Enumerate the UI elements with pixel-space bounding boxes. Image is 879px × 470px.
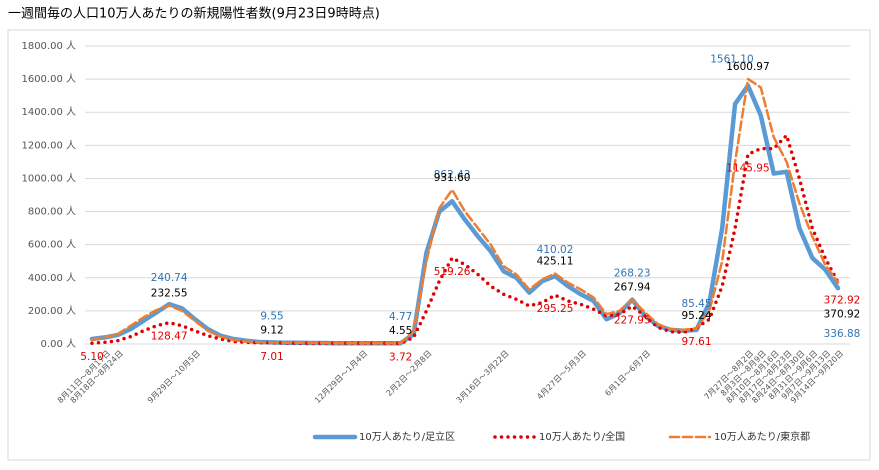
x-tick-label: 6月1日～6月7日 bbox=[603, 349, 652, 398]
data-label: 410.02 bbox=[537, 244, 574, 256]
data-label: 370.92 bbox=[824, 309, 861, 321]
data-label: 97.61 bbox=[681, 336, 711, 348]
y-tick-label: 800.00 人 bbox=[28, 206, 76, 218]
legend-label: 10万人あたり/全国 bbox=[539, 430, 625, 443]
data-label: 128.47 bbox=[151, 331, 188, 343]
data-label: 1145.95 bbox=[726, 162, 769, 174]
data-label: 4.77 bbox=[389, 311, 412, 323]
data-label: 519.26 bbox=[434, 266, 471, 278]
data-label: 267.94 bbox=[614, 282, 651, 294]
y-tick-label: 1200.00 人 bbox=[21, 139, 76, 151]
series-line bbox=[90, 133, 840, 346]
data-label: 85.45 bbox=[681, 298, 711, 310]
data-label: 4.55 bbox=[389, 325, 412, 337]
x-tick-label: 12月29日～1月4日 bbox=[313, 349, 369, 405]
data-label: 336.88 bbox=[824, 328, 861, 340]
y-tick-label: 1800.00 人 bbox=[21, 40, 76, 52]
series-line bbox=[89, 83, 841, 346]
chart-title: 一週間毎の人口10万人あたりの新規陽性者数(9月23日9時時点) bbox=[8, 6, 380, 22]
data-label: 862.43 bbox=[434, 169, 471, 181]
data-label: 3.72 bbox=[389, 351, 412, 363]
data-label: 268.23 bbox=[614, 268, 651, 280]
data-label: 9.12 bbox=[260, 324, 283, 336]
chart-frame bbox=[7, 29, 871, 461]
y-tick-label: 1400.00 人 bbox=[21, 106, 76, 118]
data-label: 95.24 bbox=[681, 310, 711, 322]
y-tick-label: 1000.00 人 bbox=[21, 172, 76, 184]
data-label: 7.01 bbox=[260, 351, 283, 363]
legend-label: 10万人あたり/足立区 bbox=[359, 430, 455, 443]
y-tick-label: 0.00 人 bbox=[41, 338, 76, 350]
data-label: 232.55 bbox=[151, 288, 188, 300]
y-tick-label: 600.00 人 bbox=[28, 239, 76, 251]
data-label: 295.25 bbox=[537, 303, 574, 315]
data-label: 240.74 bbox=[151, 272, 188, 284]
data-label: 372.92 bbox=[824, 294, 861, 306]
data-label: 1561.10 bbox=[710, 54, 753, 66]
data-label: 227.95 bbox=[614, 314, 651, 326]
x-tick-label: 9月29日～10月5日 bbox=[146, 349, 202, 405]
data-label: 931.60 bbox=[434, 172, 471, 184]
series-line bbox=[90, 77, 840, 345]
data-label: 1600.97 bbox=[726, 61, 769, 73]
x-tick-label: 4月27日～5月3日 bbox=[535, 349, 588, 402]
y-tick-label: 200.00 人 bbox=[28, 305, 76, 317]
data-label: 425.11 bbox=[537, 256, 574, 268]
y-tick-label: 400.00 人 bbox=[28, 272, 76, 284]
x-tick-label: 3月16日～3月22日 bbox=[455, 349, 511, 405]
data-label: 9.55 bbox=[260, 310, 283, 322]
y-tick-label: 1600.00 人 bbox=[21, 73, 76, 85]
data-label: 5.10 bbox=[80, 351, 103, 363]
legend-label: 10万人あたり/東京都 bbox=[714, 430, 810, 443]
